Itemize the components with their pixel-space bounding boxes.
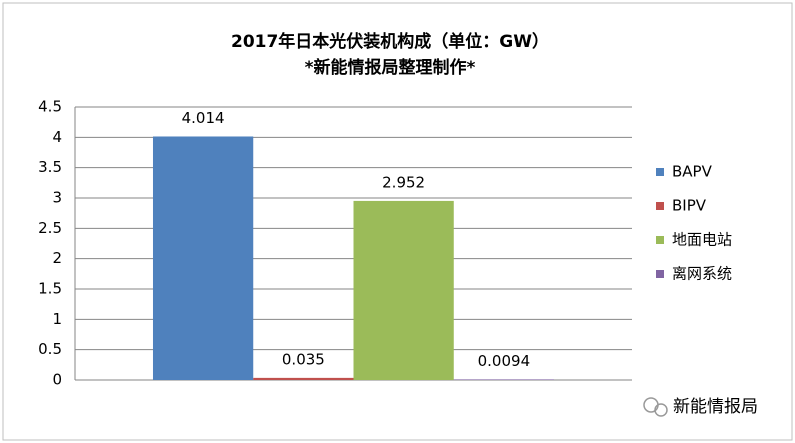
y-tick-label: 3.5 xyxy=(38,158,62,176)
chart-subtitle: *新能情报局整理制作* xyxy=(305,57,476,78)
legend-swatch xyxy=(656,168,664,176)
watermark-icon xyxy=(643,397,668,417)
bar xyxy=(353,200,454,380)
legend-swatch xyxy=(656,202,664,210)
legend-swatch xyxy=(656,236,664,244)
data-label: 2.952 xyxy=(382,173,425,191)
bar xyxy=(253,377,354,380)
legend-label: BIPV xyxy=(672,197,707,215)
y-tick-label: 1.5 xyxy=(38,280,62,298)
legend-swatch xyxy=(656,270,664,278)
legend-label: 离网系统 xyxy=(672,265,732,283)
y-tick-label: 0 xyxy=(52,371,62,389)
y-tick-label: 1 xyxy=(52,310,62,328)
legend-label: 地面电站 xyxy=(672,231,732,249)
watermark: 新能情报局 xyxy=(673,397,758,417)
chart-title: 2017年日本光伏装机构成（单位：GW） xyxy=(231,31,549,52)
data-label: 0.035 xyxy=(282,350,325,368)
data-label: 4.014 xyxy=(182,109,225,127)
y-tick-label: 0.5 xyxy=(38,340,62,358)
y-tick-label: 4 xyxy=(52,128,62,146)
legend-label: BAPV xyxy=(672,163,713,181)
bar xyxy=(152,136,254,380)
data-label: 0.0094 xyxy=(478,352,531,370)
y-tick-label: 4.5 xyxy=(38,98,62,116)
bar xyxy=(453,379,555,380)
y-tick-label: 3 xyxy=(52,189,62,207)
y-tick-label: 2 xyxy=(52,249,62,267)
y-tick-label: 2.5 xyxy=(38,219,62,237)
